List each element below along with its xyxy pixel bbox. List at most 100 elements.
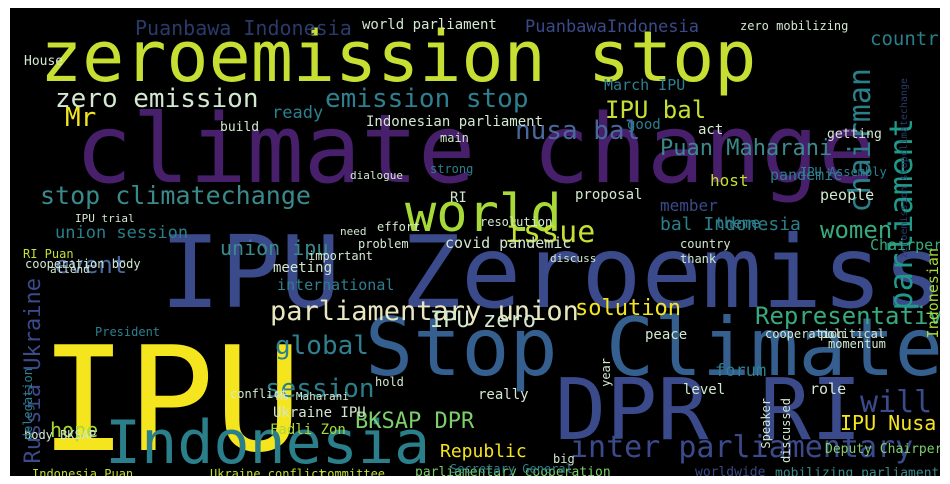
cloud-word: IPU Nusa bbox=[840, 411, 937, 435]
cloud-word: Indonesia Puan bbox=[32, 467, 134, 476]
cloud-word: body BKSAP bbox=[24, 428, 97, 442]
cloud-word: problem bbox=[358, 237, 409, 251]
cloud-word: mobilizing parliament bbox=[775, 466, 940, 476]
cloud-word: IPU Assembly bbox=[800, 165, 887, 179]
cloud-word: level bbox=[683, 382, 726, 398]
cloud-word: solution bbox=[575, 296, 681, 321]
cloud-word: bal Indonesia bbox=[660, 214, 801, 235]
cloud-word: cooperation body bbox=[25, 257, 141, 271]
cloud-word: zeroemission stopclimatechange bbox=[899, 78, 910, 259]
cloud-word: Indonesia bbox=[105, 408, 431, 476]
cloud-word: strong bbox=[430, 162, 474, 176]
word-cloud: zeroemission stop climate change IPU Zeroe… bbox=[10, 8, 940, 476]
cloud-word: discuss bbox=[550, 252, 597, 265]
cloud-word: people bbox=[820, 186, 875, 204]
cloud-word: IPU zero bbox=[430, 308, 536, 333]
cloud-word: good bbox=[627, 117, 661, 133]
cloud-word: worldwide bbox=[695, 465, 766, 476]
cloud-word: cooperation bbox=[765, 327, 845, 341]
cloud-word: union ipu bbox=[220, 236, 329, 260]
cloud-word: act bbox=[698, 122, 724, 138]
cloud-word: committee bbox=[320, 467, 386, 476]
cloud-word: hope bbox=[50, 418, 99, 442]
cloud-word: host bbox=[710, 171, 749, 190]
cloud-word: will bbox=[860, 385, 933, 420]
cloud-word: issue bbox=[505, 215, 596, 250]
cloud-word: IPU bal bbox=[605, 96, 707, 124]
cloud-word: parliamentary cooperation bbox=[415, 465, 611, 476]
cloud-word: union session bbox=[55, 223, 189, 243]
cloud-word: really bbox=[478, 387, 529, 403]
cloud-word: Indonesian parliament bbox=[366, 114, 544, 130]
cloud-word: RI Puan bbox=[23, 247, 74, 261]
cloud-word: world bbox=[405, 184, 562, 244]
cloud-word: Mr bbox=[65, 103, 97, 133]
cloud-word: covid pandemic bbox=[445, 234, 572, 252]
cloud-word: build bbox=[220, 120, 260, 135]
cloud-word: effort bbox=[377, 220, 421, 234]
cloud-word: proposal bbox=[575, 187, 643, 203]
cloud-word: session bbox=[265, 374, 375, 404]
cloud-word: main bbox=[440, 131, 469, 145]
cloud-word: important bbox=[308, 249, 374, 263]
cloud-word: dialogue bbox=[350, 169, 403, 182]
cloud-word: BKSAP DPR bbox=[355, 409, 475, 434]
cloud-word: RI bbox=[450, 190, 467, 206]
cloud-word: PuanbawaIndonesia bbox=[525, 17, 699, 37]
cloud-word: year bbox=[599, 358, 613, 387]
cloud-word: March IPU bbox=[604, 76, 686, 94]
cloud-word: Ms Maharani bbox=[276, 390, 349, 403]
cloud-word: Indonesian bbox=[924, 248, 940, 339]
cloud-word: Ukraine IPU bbox=[273, 405, 366, 421]
cloud-word: President bbox=[95, 325, 161, 339]
cloud-word: Secretary General bbox=[450, 462, 573, 476]
cloud-word: parliamentary union bbox=[270, 296, 579, 327]
cloud-word: pandemic bbox=[770, 166, 843, 184]
cloud-word: theme bbox=[715, 214, 761, 232]
cloud-word: discussed bbox=[779, 398, 793, 464]
cloud-word: world parliament bbox=[362, 17, 497, 33]
cloud-word: IPU Zeroemission bbox=[160, 214, 940, 331]
cloud-word: forum bbox=[715, 361, 767, 381]
cloud-word: political bbox=[820, 327, 886, 341]
cloud-word: stop climatechange bbox=[40, 181, 311, 210]
cloud-word: ready bbox=[272, 103, 324, 123]
cloud-word: member bbox=[660, 196, 718, 215]
cloud-word: nusa bal bbox=[515, 116, 641, 146]
cloud-word: Stop Climate bbox=[365, 301, 940, 394]
cloud-word: conflict bbox=[230, 387, 288, 401]
cloud-word: Speaker bbox=[759, 398, 773, 449]
cloud-word: Representative bbox=[755, 302, 940, 330]
cloud-word: zero mobilizing bbox=[740, 19, 849, 33]
cloud-word: IPU trial bbox=[75, 212, 135, 225]
cloud-word: Republic bbox=[440, 441, 527, 462]
cloud-word: delegation bbox=[21, 368, 35, 441]
cloud-word: getting bbox=[827, 127, 882, 142]
cloud-word: country bbox=[680, 237, 731, 251]
cloud-word: Fadli Zon bbox=[270, 422, 346, 438]
cloud-word: Ukraine conflict bbox=[210, 467, 326, 476]
cloud-word: international bbox=[277, 276, 395, 294]
cloud-word: Chairperson bbox=[870, 236, 940, 254]
cloud-word: countries bbox=[870, 28, 940, 50]
cloud-word: peace bbox=[645, 327, 688, 343]
cloud-word: women bbox=[820, 216, 893, 244]
cloud-word: inter parliamentary bbox=[570, 430, 914, 465]
cloud-word: climate change bbox=[75, 95, 876, 205]
cloud-word: event bbox=[55, 251, 128, 279]
cloud-word: IPU bbox=[40, 316, 302, 476]
cloud-word: momentum bbox=[828, 337, 886, 351]
cloud-word: House bbox=[24, 54, 64, 69]
cloud-word: attend bbox=[50, 263, 90, 276]
cloud-word: role bbox=[810, 380, 847, 398]
cloud-word: hold bbox=[375, 375, 404, 389]
cloud-word: Deputy Chairperson bbox=[825, 442, 940, 457]
cloud-word: meeting bbox=[273, 260, 333, 276]
cloud-word: global bbox=[275, 331, 369, 361]
cloud-word: Puan Maharani bbox=[660, 136, 833, 161]
cloud-word: Puanbawa Indonesia bbox=[135, 16, 352, 40]
cloud-word: zeroemission stop bbox=[40, 16, 757, 98]
cloud-word: big bbox=[553, 452, 575, 466]
cloud-word: DPR RI bbox=[555, 361, 863, 460]
cloud-word: thank bbox=[680, 252, 717, 266]
